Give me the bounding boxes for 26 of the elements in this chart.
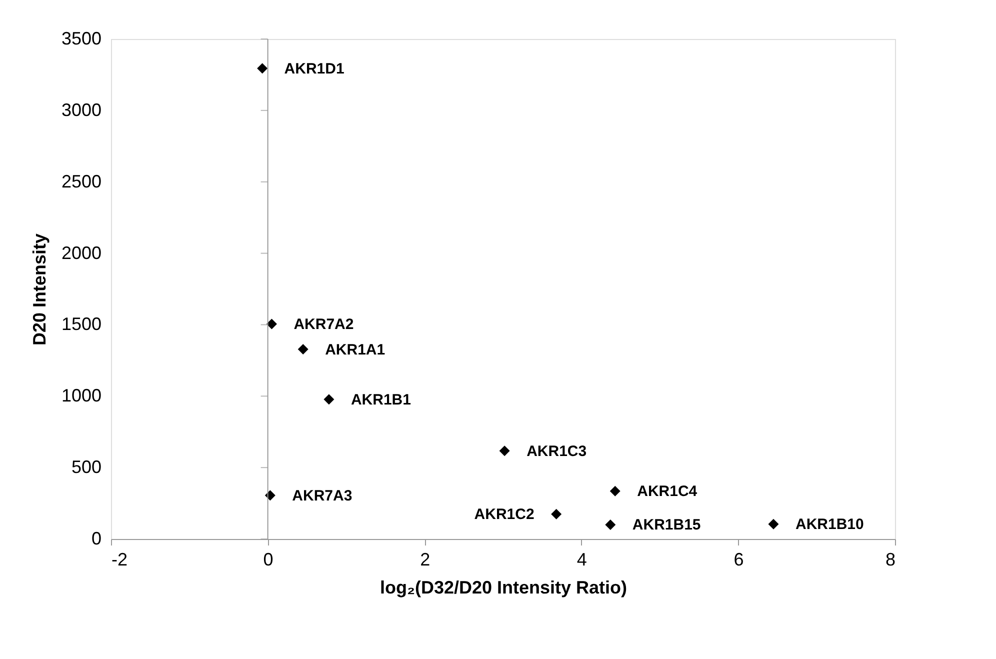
- y-tick-label: 2500: [61, 171, 102, 192]
- annotation: AKR1A1: [325, 341, 386, 358]
- x-tick-label: 2: [420, 550, 430, 570]
- y-tick-label: 500: [71, 457, 102, 478]
- annotation: AKR1D1: [284, 60, 344, 78]
- annotation: AKR1B10: [795, 516, 864, 534]
- y-tick-label: 0: [91, 528, 102, 548]
- annotation: AKR1C4: [637, 483, 698, 500]
- annotation: AKR1B15: [632, 516, 701, 534]
- annotation: AKR1C2: [474, 506, 534, 524]
- x-axis-title: log₂(D32/D20 Intensity Ratio): [380, 578, 628, 598]
- y-tick-label: 1500: [61, 314, 102, 334]
- annotation: AKR1C3: [526, 442, 587, 460]
- annotation: AKR7A3: [292, 487, 352, 504]
- y-tick-label: 3000: [61, 100, 102, 120]
- x-tick-label: 4: [576, 550, 587, 570]
- y-tick-label: 1000: [61, 386, 102, 406]
- x-tick-label: -2: [112, 550, 128, 570]
- y-axis-title: D20 Intensity: [29, 233, 50, 346]
- y-tick-label: 2000: [61, 242, 102, 263]
- y-tick-label: 3500: [61, 28, 102, 48]
- x-tick-label: 8: [885, 550, 896, 570]
- annotation: AKR7A2: [294, 316, 354, 333]
- x-tick-label: 6: [734, 550, 744, 570]
- x-tick-label: 0: [263, 550, 274, 570]
- annotation: AKR1B1: [350, 391, 411, 408]
